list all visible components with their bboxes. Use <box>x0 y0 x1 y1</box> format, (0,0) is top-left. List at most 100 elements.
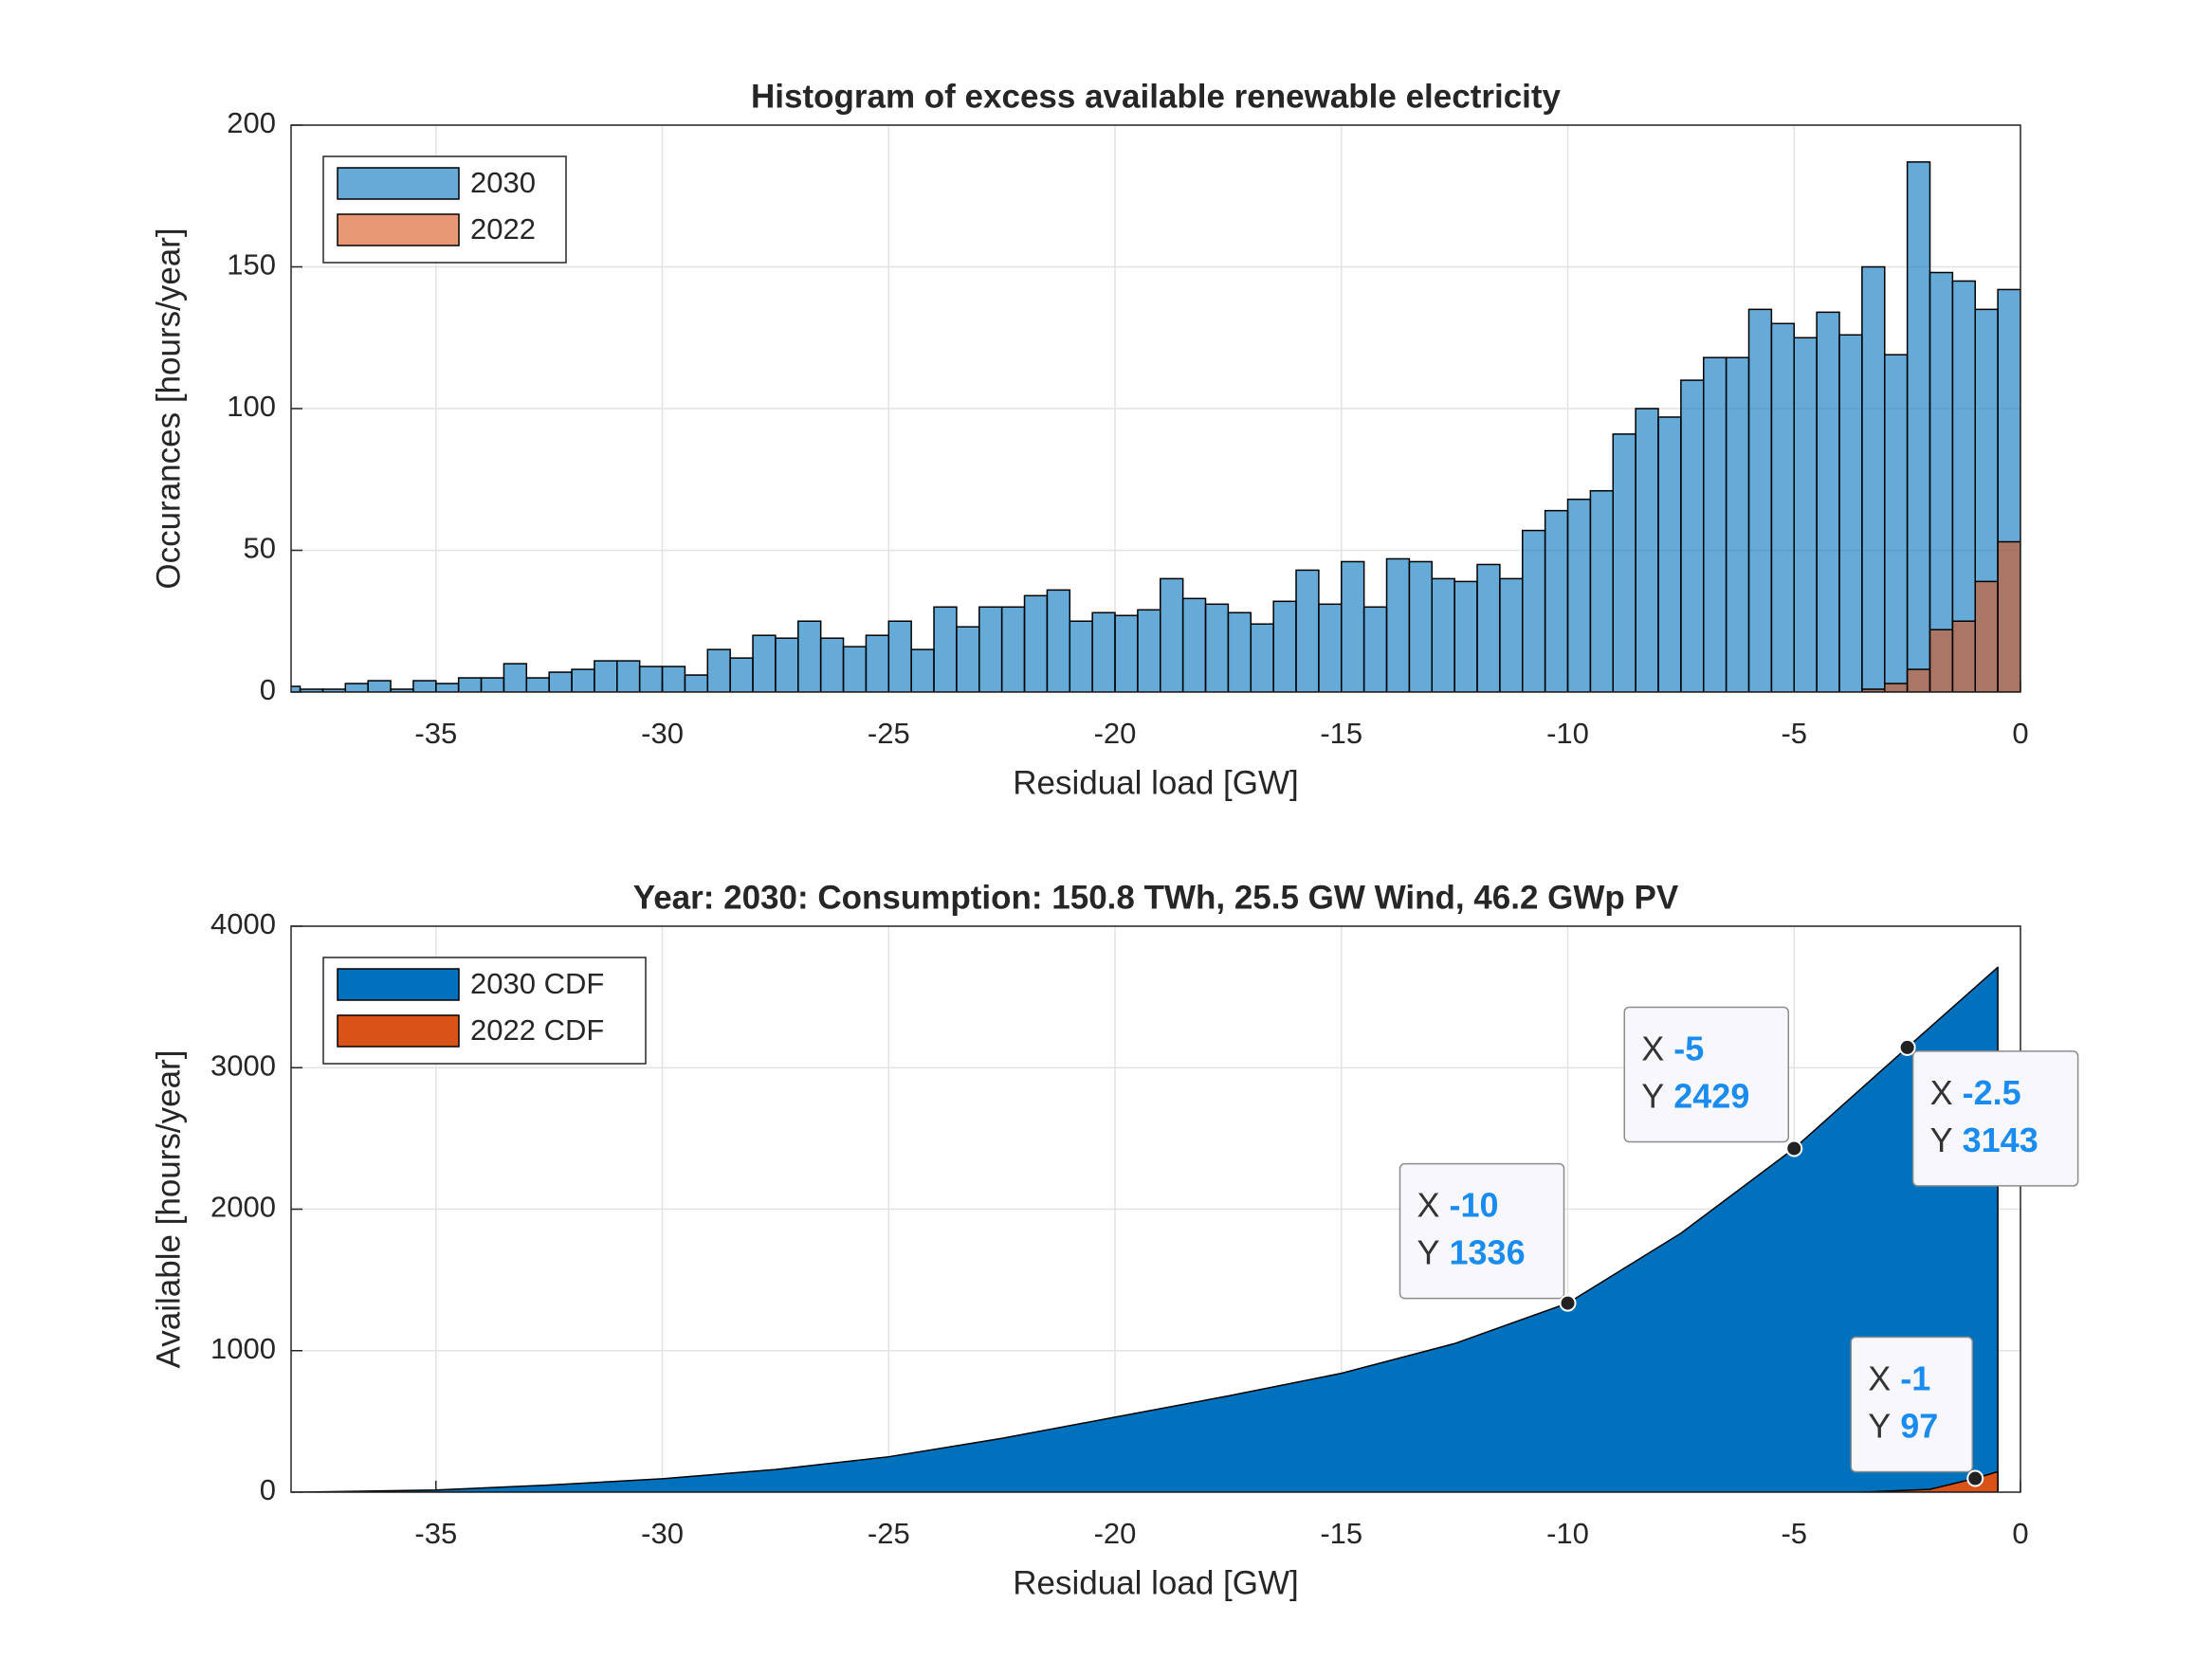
histogram-bar <box>480 677 505 692</box>
x-tick-label: -30 <box>641 717 684 750</box>
datatip-box <box>1623 1006 1790 1143</box>
histogram-bar <box>503 663 528 692</box>
datatip-box <box>1850 1336 1974 1473</box>
histogram-bar <box>1341 560 1365 692</box>
x-tick-label: -10 <box>1546 717 1589 750</box>
histogram-bar <box>1250 623 1274 692</box>
histogram-bar <box>661 665 686 692</box>
histogram-bar <box>1408 560 1434 692</box>
histogram-bar <box>548 671 573 692</box>
histogram-bar <box>1023 594 1049 692</box>
histogram-bar <box>1929 629 1954 692</box>
histogram-bar <box>1770 322 1796 692</box>
histogram-bar <box>616 660 641 692</box>
datatip-key: X <box>1417 1185 1440 1224</box>
histogram-bar <box>1318 603 1343 692</box>
histogram-bar <box>1204 603 1230 692</box>
histogram-bar <box>291 685 302 692</box>
datatip-value: -5 <box>1673 1029 1704 1067</box>
y-tick-label: 150 <box>227 248 276 282</box>
legend-label: 2022 <box>470 212 536 246</box>
histogram-bar <box>1612 433 1636 692</box>
histogram-bar <box>1589 489 1615 692</box>
area <box>299 966 1999 1492</box>
histogram-bar <box>1160 577 1184 692</box>
x-tick-label: -10 <box>1546 1517 1589 1550</box>
x-tick-label: 0 <box>2012 1517 2028 1550</box>
histogram-bar <box>1453 580 1478 692</box>
histogram-bar <box>1951 620 1977 692</box>
legend-swatch <box>337 1014 460 1048</box>
x-axis-label: Residual load [GW] <box>1013 1564 1299 1601</box>
chart-title: Year: 2030: Consumption: 150.8 TWh, 25.5… <box>633 879 1679 916</box>
histogram-bar <box>1362 606 1388 692</box>
datatip-text: Y 3143 <box>1930 1120 2038 1158</box>
legend: 2030 CDF 2022 CDF <box>322 957 647 1065</box>
datatip-point <box>1898 1038 1916 1056</box>
histogram-bar <box>1272 600 1297 692</box>
datatip: X -10 Y 1336 <box>1398 1162 1577 1312</box>
x-tick-label: -20 <box>1094 1517 1137 1550</box>
x-tick-label: -30 <box>641 1517 684 1550</box>
histogram-bar <box>638 665 664 692</box>
y-tick-label: 2000 <box>210 1191 276 1224</box>
legend: 2030 2022 <box>322 155 567 264</box>
histogram-bar <box>435 683 460 692</box>
x-tick-label: -20 <box>1094 717 1137 750</box>
histogram-bar <box>1884 683 1909 692</box>
histogram-bar <box>1657 416 1682 692</box>
axes-box <box>290 925 2021 1493</box>
legend-label: 2030 <box>470 166 536 199</box>
datatip-key: Y <box>1930 1120 1953 1158</box>
histogram-bar <box>842 646 868 692</box>
histogram-bar <box>367 680 392 692</box>
datatip-value: -2.5 <box>1963 1072 2021 1111</box>
histogram-bar <box>1906 668 1931 692</box>
axes-box <box>290 124 2021 693</box>
y-tick-label: 0 <box>260 1473 276 1506</box>
datatip-text: Y 2429 <box>1641 1076 1749 1115</box>
marks <box>299 966 1999 1492</box>
datatip-key: Y <box>1868 1406 1891 1445</box>
histogram-bar <box>1816 311 1840 692</box>
histogram-bar <box>797 620 822 692</box>
histogram-bar <box>1997 540 2020 692</box>
histogram-bar <box>1181 597 1207 692</box>
x-axis-label: Residual load [GW] <box>1013 764 1299 801</box>
legend-label: 2030 CDF <box>470 967 604 1000</box>
datatip-box <box>1398 1162 1565 1300</box>
x-tick-label: -15 <box>1320 1517 1362 1550</box>
histogram-bar <box>1476 563 1501 692</box>
histogram-bar <box>1861 265 1886 692</box>
histogram-bar <box>1747 308 1773 692</box>
histogram-bar <box>1046 589 1071 692</box>
histogram-bar <box>910 648 935 692</box>
histogram-bar <box>1906 161 1931 692</box>
datatip-value: -1 <box>1900 1358 1930 1397</box>
datatip-key: X <box>1930 1072 1953 1111</box>
histogram-bar <box>525 677 550 692</box>
area <box>1861 1470 1999 1492</box>
y-axis-label: Available [hours/year] <box>150 1050 187 1369</box>
legend-swatch <box>337 213 460 246</box>
datatip: X -5Y 2429 <box>1623 1006 1803 1158</box>
histogram-bar <box>1725 356 1750 692</box>
histogram-bar <box>1884 354 1909 692</box>
histogram-bar <box>1295 569 1320 692</box>
datatip-value: 3143 <box>1963 1120 2038 1158</box>
histogram-bar <box>819 637 845 692</box>
datatip-text: Y 1336 <box>1417 1232 1526 1271</box>
legend-swatch <box>337 167 460 200</box>
datatip-value: 2429 <box>1673 1076 1749 1115</box>
y-axis-label: Occurances [hours/year] <box>150 228 187 589</box>
histogram-bar <box>1069 620 1093 692</box>
histogram-bar <box>1499 577 1524 692</box>
datatip-point <box>1559 1294 1577 1312</box>
histogram-bar <box>1566 498 1592 692</box>
datatip-key: X <box>1868 1358 1891 1397</box>
histogram-bar <box>1114 614 1139 692</box>
histogram-bar <box>344 683 369 692</box>
chart-title: Histogram of excess available renewable … <box>751 78 1562 115</box>
histogram-bar <box>775 637 799 692</box>
